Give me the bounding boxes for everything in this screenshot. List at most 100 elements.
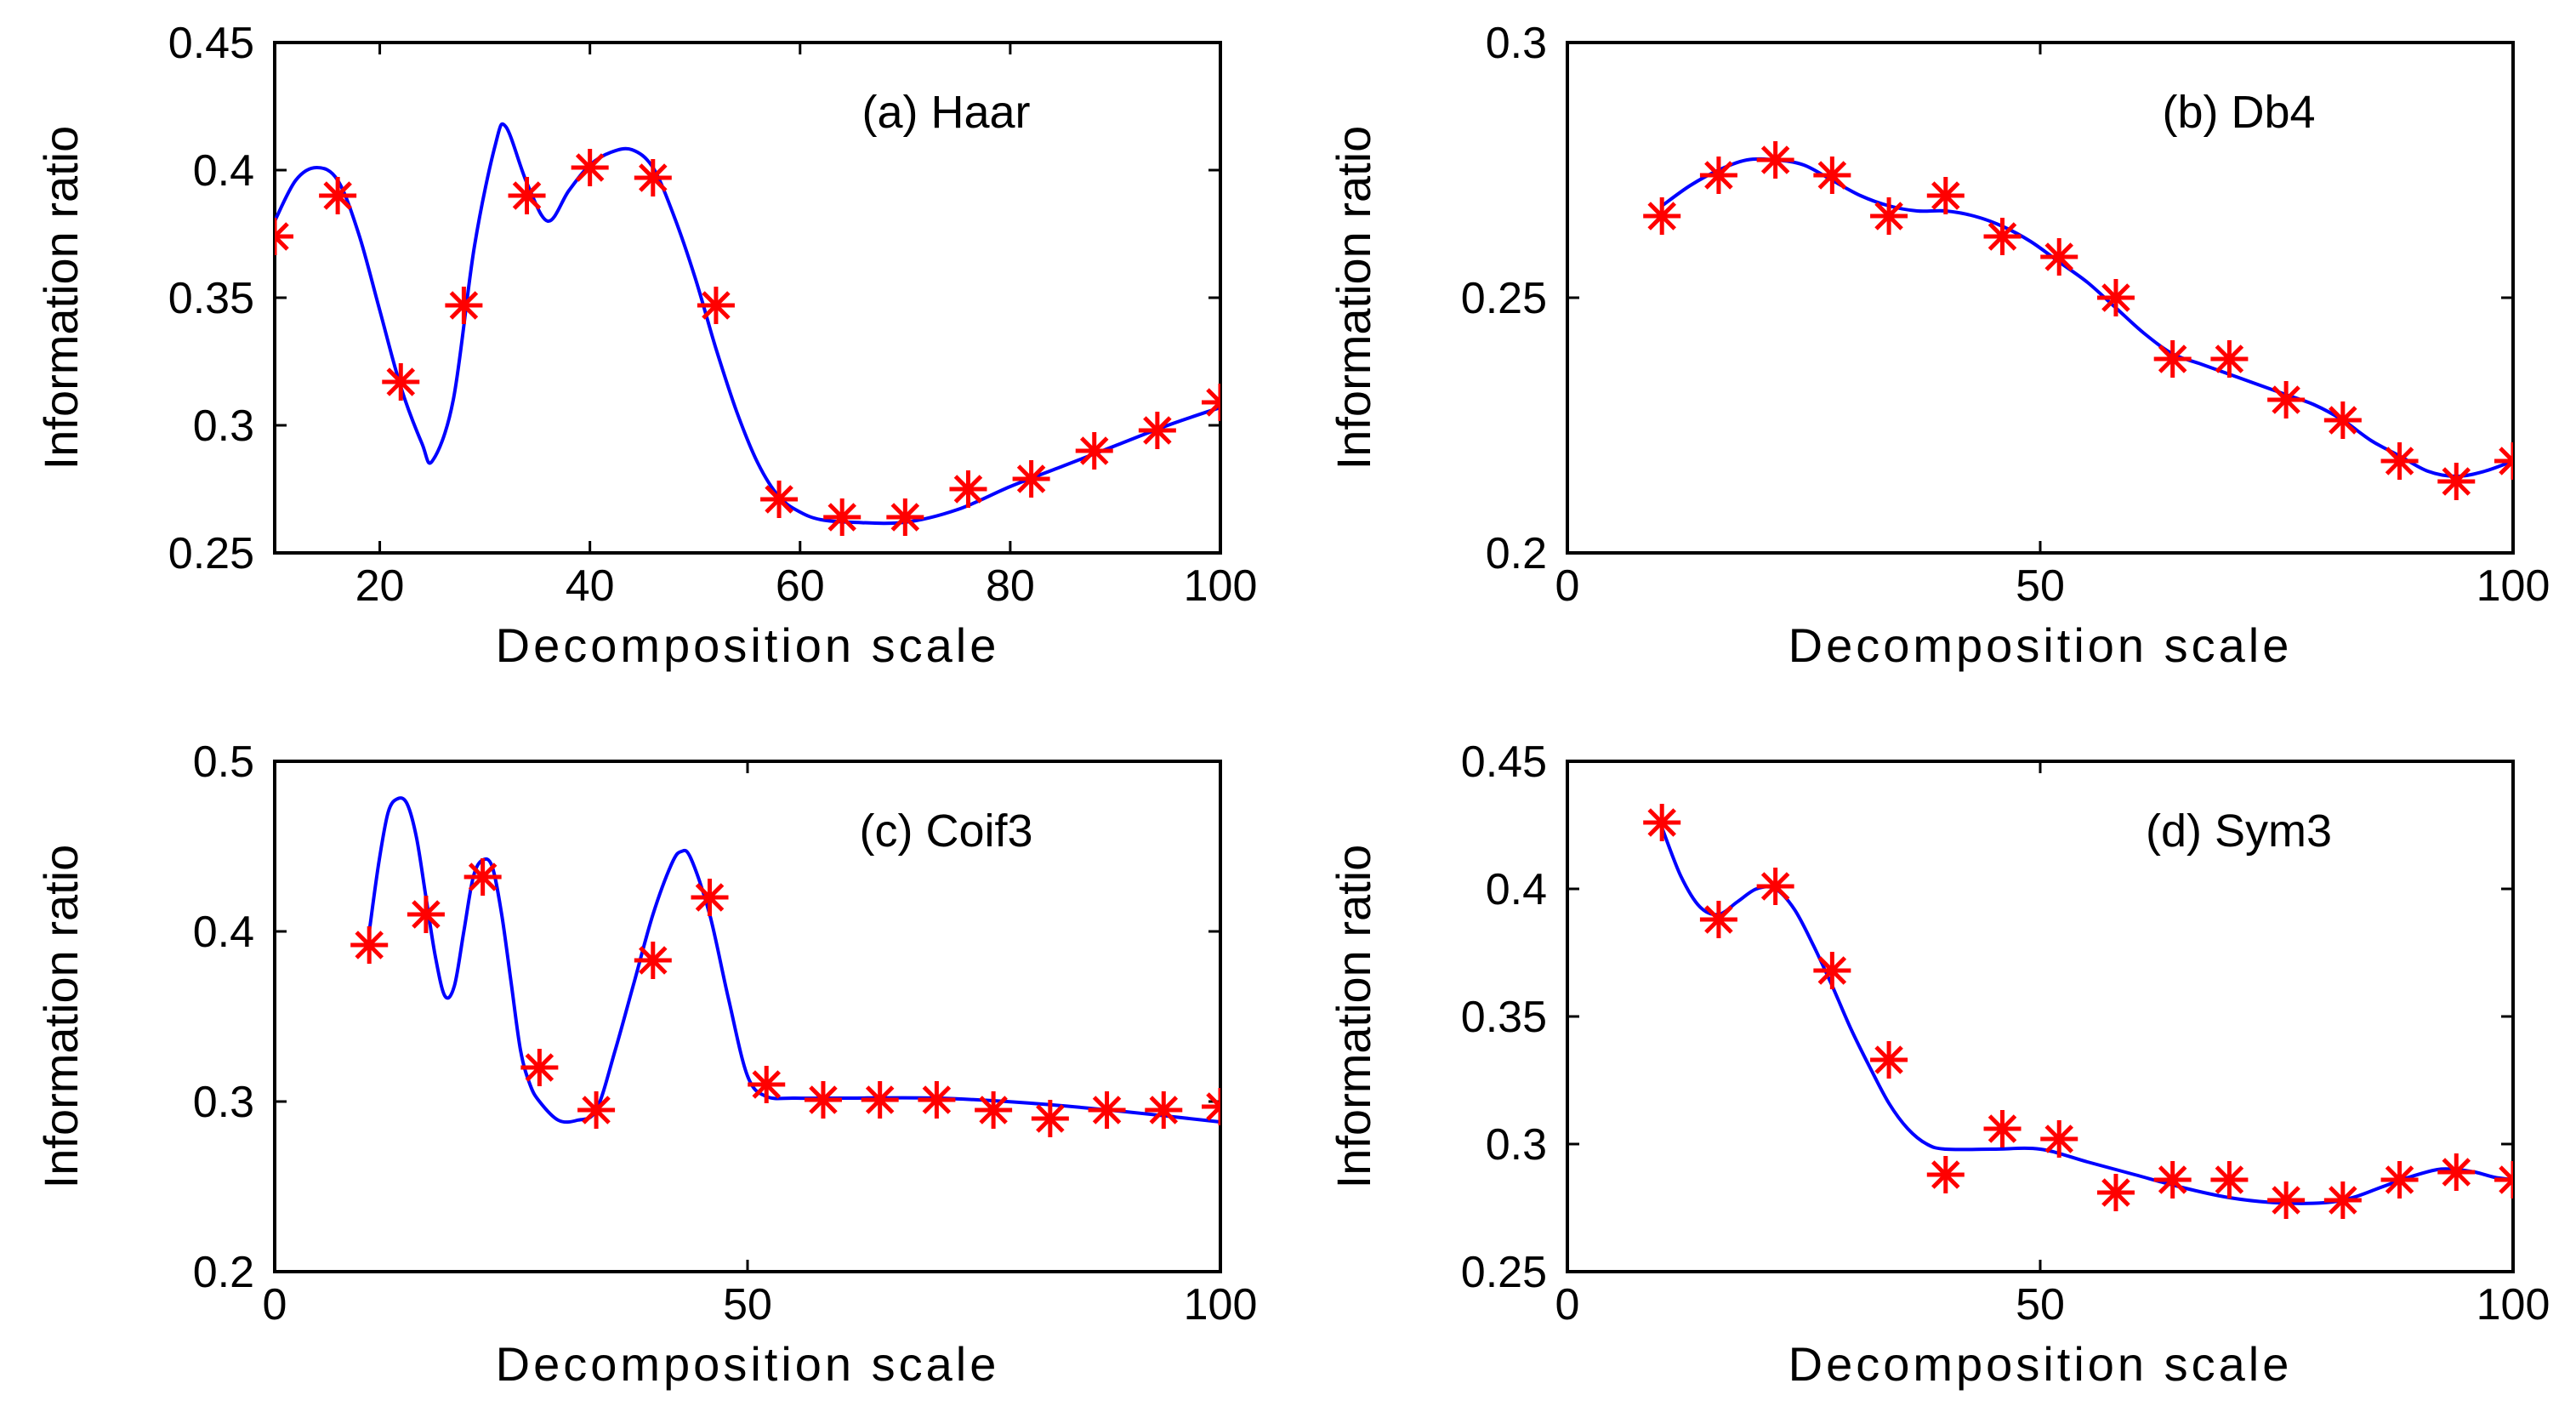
marker-stroke-d2 <box>412 900 441 929</box>
marker-stroke-d2 <box>1149 1096 1179 1124</box>
x-tick-label: 60 <box>776 561 825 611</box>
data-point-marker <box>2040 1120 2078 1158</box>
marker-stroke-d2 <box>1036 1104 1065 1133</box>
marker-stroke-d2 <box>1987 1114 2017 1143</box>
marker-stroke-d2 <box>639 163 668 192</box>
panel-title: (d) Sym3 <box>2146 806 2332 857</box>
panel-title: (a) Haar <box>862 87 1030 138</box>
data-point-marker <box>804 1081 842 1119</box>
marker-stroke-d2 <box>1931 1160 1960 1189</box>
data-point-marker <box>886 498 924 536</box>
y-tick-label: 0.3 <box>193 1078 254 1127</box>
plot-area <box>275 122 1220 536</box>
y-tick-label: 0.35 <box>1461 993 1547 1042</box>
marker-stroke-d2 <box>2385 1165 2414 1194</box>
marker-stroke-d2 <box>582 1096 611 1124</box>
marker-stroke-d2 <box>2101 1178 2130 1207</box>
marker-stroke-d2 <box>1817 956 1847 985</box>
x-axis-label: Decomposition scale <box>1788 1337 2293 1391</box>
data-point-marker <box>691 879 729 916</box>
x-tick-label: 80 <box>986 561 1035 611</box>
y-axis-label: Information ratio <box>1327 126 1380 470</box>
marker-stroke-d2 <box>1817 161 1847 190</box>
data-point-marker <box>2380 442 2419 480</box>
data-point-marker <box>2210 1161 2249 1198</box>
data-point-marker <box>748 1066 786 1103</box>
marker-stroke-d2 <box>2499 458 2513 475</box>
data-point-marker <box>445 287 483 324</box>
marker-stroke-d2 <box>1987 222 2017 251</box>
data-point-marker <box>634 942 672 979</box>
marker-stroke-d2 <box>1760 872 1790 901</box>
marker-stroke-d1 <box>2499 1165 2513 1183</box>
marker-stroke-d2 <box>2329 406 2357 435</box>
marker-stroke-d1 <box>275 233 289 251</box>
data-point-marker <box>2437 463 2476 500</box>
marker-stroke-d2 <box>695 883 725 912</box>
marker-stroke-d2 <box>2272 385 2300 414</box>
marker-stroke-d2 <box>2499 1176 2513 1194</box>
data-point-marker <box>1813 157 1851 194</box>
x-tick-label: 0 <box>263 1280 287 1329</box>
data-point-marker <box>1012 460 1050 498</box>
x-axis-label: Decomposition scale <box>1788 618 2293 672</box>
fitted-curve-line <box>367 796 1220 1124</box>
marker-stroke-d2 <box>2442 1158 2471 1187</box>
data-point-marker <box>508 177 546 214</box>
marker-stroke-d2 <box>2044 1124 2074 1153</box>
data-point-marker <box>1756 868 1794 905</box>
data-point-marker <box>2323 401 2362 439</box>
y-tick-label: 0.25 <box>1461 274 1547 323</box>
marker-stroke-d2 <box>2272 1186 2300 1215</box>
data-point-marker <box>1699 901 1737 938</box>
marker-stroke-d1 <box>1206 388 1220 406</box>
data-point-marker <box>2494 1161 2513 1198</box>
marker-stroke-d2 <box>702 291 731 320</box>
x-tick-label: 100 <box>2476 561 2550 611</box>
data-point-marker <box>1870 1041 1908 1079</box>
marker-stroke-d2 <box>449 291 479 320</box>
x-tick-label: 100 <box>1184 561 1258 611</box>
data-point-marker <box>1756 141 1794 179</box>
data-point-marker <box>2267 381 2306 418</box>
data-point-marker <box>577 1091 616 1129</box>
chart-panel-2: 0 50 100 0.2 0.25 0.3 Decomposition scale Infor… <box>1327 19 2550 672</box>
data-point-marker <box>1926 1156 1965 1193</box>
marker-stroke-d2 <box>1760 145 1790 174</box>
data-point-marker <box>1870 197 1908 235</box>
x-tick-label: 0 <box>1555 561 1580 611</box>
plot-area <box>1643 804 2513 1219</box>
y-tick-label: 0.4 <box>193 908 254 957</box>
data-point-marker <box>1813 952 1851 989</box>
marker-stroke-d2 <box>2158 344 2187 373</box>
data-point-marker <box>2096 279 2135 316</box>
y-tick-label: 0.2 <box>193 1248 254 1297</box>
marker-stroke-d2 <box>323 181 352 210</box>
panel-title: (b) Db4 <box>2162 87 2315 138</box>
marker-stroke-d2 <box>275 222 289 240</box>
x-tick-label: 50 <box>723 1280 772 1329</box>
marker-stroke-d2 <box>1016 464 1046 493</box>
data-point-marker <box>275 218 293 255</box>
y-axis-label: Information ratio <box>34 126 88 470</box>
y-tick-label: 0.35 <box>168 274 254 323</box>
chart-panel-4: 0 50 100 0.25 0.3 0.35 0.4 0.45 Decomposition sc… <box>1327 737 2550 1391</box>
marker-stroke-d2 <box>765 485 793 514</box>
data-point-marker <box>760 481 799 518</box>
data-point-marker <box>823 498 862 536</box>
data-point-marker <box>1983 218 2022 255</box>
chart-panel-3: 0 50 100 0.2 0.3 0.4 0.5 Decomposition scale Inf… <box>34 737 1257 1391</box>
data-point-marker <box>861 1081 899 1119</box>
data-point-marker <box>2040 238 2078 276</box>
data-point-marker <box>1145 1091 1183 1129</box>
marker-stroke-d1 <box>1206 1092 1220 1110</box>
data-point-marker <box>949 470 987 508</box>
y-tick-label: 0.25 <box>168 529 254 578</box>
marker-stroke-d2 <box>1092 1096 1122 1124</box>
data-point-marker <box>1075 432 1113 470</box>
x-tick-label: 20 <box>355 561 405 611</box>
marker-stroke-d2 <box>386 367 416 396</box>
marker-stroke-d2 <box>1931 181 1960 210</box>
data-point-marker <box>2494 442 2513 480</box>
